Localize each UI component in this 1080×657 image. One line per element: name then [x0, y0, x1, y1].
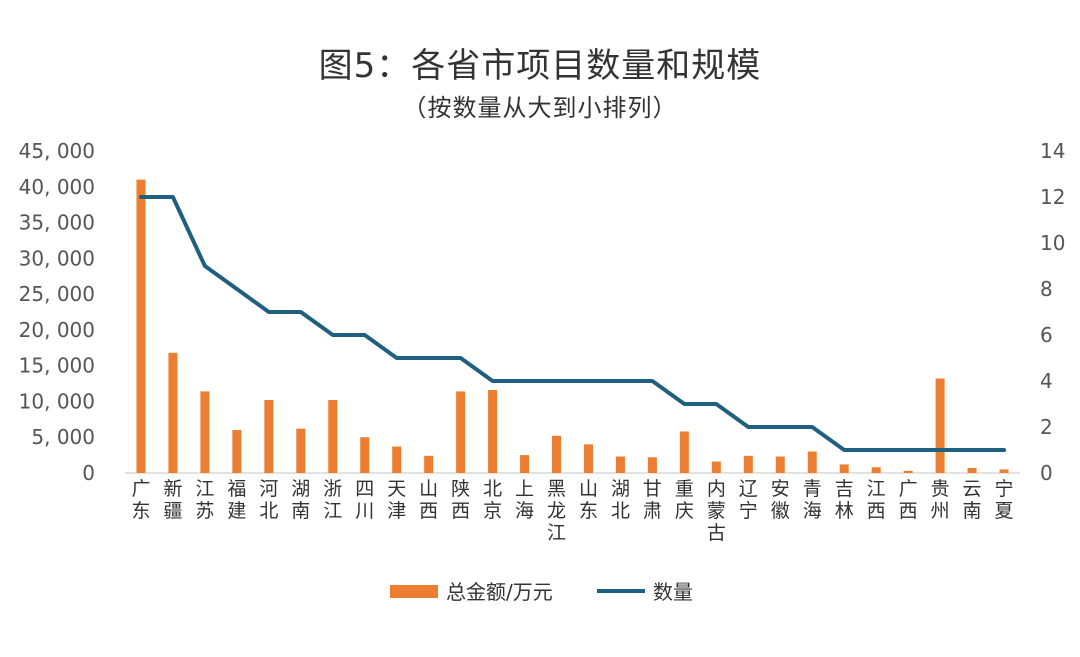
category-label: 吉林 [835, 478, 854, 522]
category-label: 河北 [259, 478, 278, 522]
left-axis-tick-label: 10, 000 [19, 389, 95, 413]
bar [328, 400, 338, 473]
bar [871, 467, 881, 473]
right-axis-tick-label: 0 [1040, 461, 1053, 485]
left-axis-tick-label: 35, 000 [19, 211, 95, 235]
category-label: 湖南 [291, 478, 310, 522]
left-axis-tick-label: 15, 000 [19, 354, 95, 378]
bar [168, 352, 178, 473]
bar [552, 435, 562, 473]
left-axis-tick-label: 25, 000 [19, 282, 95, 306]
bar [711, 461, 721, 473]
bar [743, 455, 753, 473]
category-label: 广东 [131, 478, 150, 522]
bar [136, 179, 146, 473]
category-label: 黑龙江 [547, 478, 566, 544]
bar [264, 400, 274, 473]
category-label: 云南 [963, 478, 982, 522]
bar [775, 456, 785, 473]
category-label: 陕西 [451, 478, 470, 522]
bar [520, 455, 530, 473]
legend-bar-label: 总金额/万元 [446, 580, 553, 604]
category-label: 广西 [899, 478, 918, 522]
bar-series [136, 179, 1009, 473]
bar [424, 455, 434, 473]
bar [615, 456, 625, 473]
bar [967, 467, 977, 473]
category-label: 江西 [867, 478, 886, 522]
bar [296, 428, 306, 473]
category-label: 青海 [803, 478, 822, 522]
chart-subtitle: （按数量从大到小排列） [402, 94, 678, 122]
count-line [139, 195, 1006, 452]
bar [200, 391, 210, 473]
bar [583, 444, 593, 473]
bar [456, 391, 466, 473]
right-axis-tick-label: 14 [1040, 139, 1065, 163]
category-label: 山东 [579, 478, 598, 522]
bar [807, 451, 817, 473]
left-axis-tick-label: 0 [82, 461, 95, 485]
left-axis-ticks: 0 5, 000 10, 000 15, 000 20, 000 25, 000 30, 0… [19, 139, 95, 485]
category-label: 上海 [515, 478, 534, 522]
category-label: 浙江 [323, 478, 342, 522]
category-label: 新疆 [163, 478, 182, 522]
legend: 总金额/万元 数量 [390, 580, 693, 604]
right-axis-tick-label: 2 [1040, 415, 1053, 439]
right-axis-tick-label: 6 [1040, 323, 1053, 347]
left-axis-tick-label: 45, 000 [19, 139, 95, 163]
bar [360, 437, 370, 473]
category-label: 贵州 [931, 478, 950, 522]
chart-title: 图5：各省市项目数量和规模 [318, 46, 762, 86]
left-axis-tick-label: 30, 000 [19, 246, 95, 270]
category-label: 北京 [483, 478, 502, 522]
right-axis-tick-label: 4 [1040, 369, 1053, 393]
right-axis-tick-label: 8 [1040, 277, 1053, 301]
left-axis-tick-label: 5, 000 [31, 425, 95, 449]
bar [839, 464, 849, 473]
bar [679, 431, 689, 473]
category-label: 安徽 [771, 478, 790, 522]
bar [903, 470, 913, 473]
bar [647, 457, 657, 473]
right-axis-tick-label: 12 [1040, 185, 1065, 209]
category-label: 山西 [419, 478, 438, 522]
bar [935, 378, 945, 473]
left-axis-tick-label: 40, 000 [19, 175, 95, 199]
line-series [139, 195, 1006, 452]
bar [999, 469, 1009, 473]
legend-line-label: 数量 [653, 580, 693, 604]
category-label: 辽宁 [739, 478, 758, 522]
right-axis-tick-label: 10 [1040, 231, 1065, 255]
category-label: 重庆 [675, 478, 694, 522]
category-label: 宁夏 [995, 478, 1014, 522]
right-axis-ticks: 0 2 4 6 8 10 12 14 [1040, 139, 1065, 485]
category-label: 四川 [355, 478, 374, 522]
category-label: 湖北 [611, 478, 630, 522]
category-label: 江苏 [195, 478, 214, 522]
category-label: 内蒙古 [707, 478, 726, 544]
category-label: 甘肃 [643, 478, 662, 522]
category-label: 天津 [387, 478, 406, 522]
category-labels: 广东新疆江苏福建河北湖南浙江四川天津山西陕西北京上海黑龙江山东湖北甘肃重庆内蒙古… [131, 478, 1013, 544]
bar [392, 446, 402, 473]
bar [488, 389, 498, 473]
bar [232, 430, 242, 473]
category-label: 福建 [227, 478, 246, 522]
left-axis-tick-label: 20, 000 [19, 318, 95, 342]
legend-bar-swatch [390, 585, 438, 598]
